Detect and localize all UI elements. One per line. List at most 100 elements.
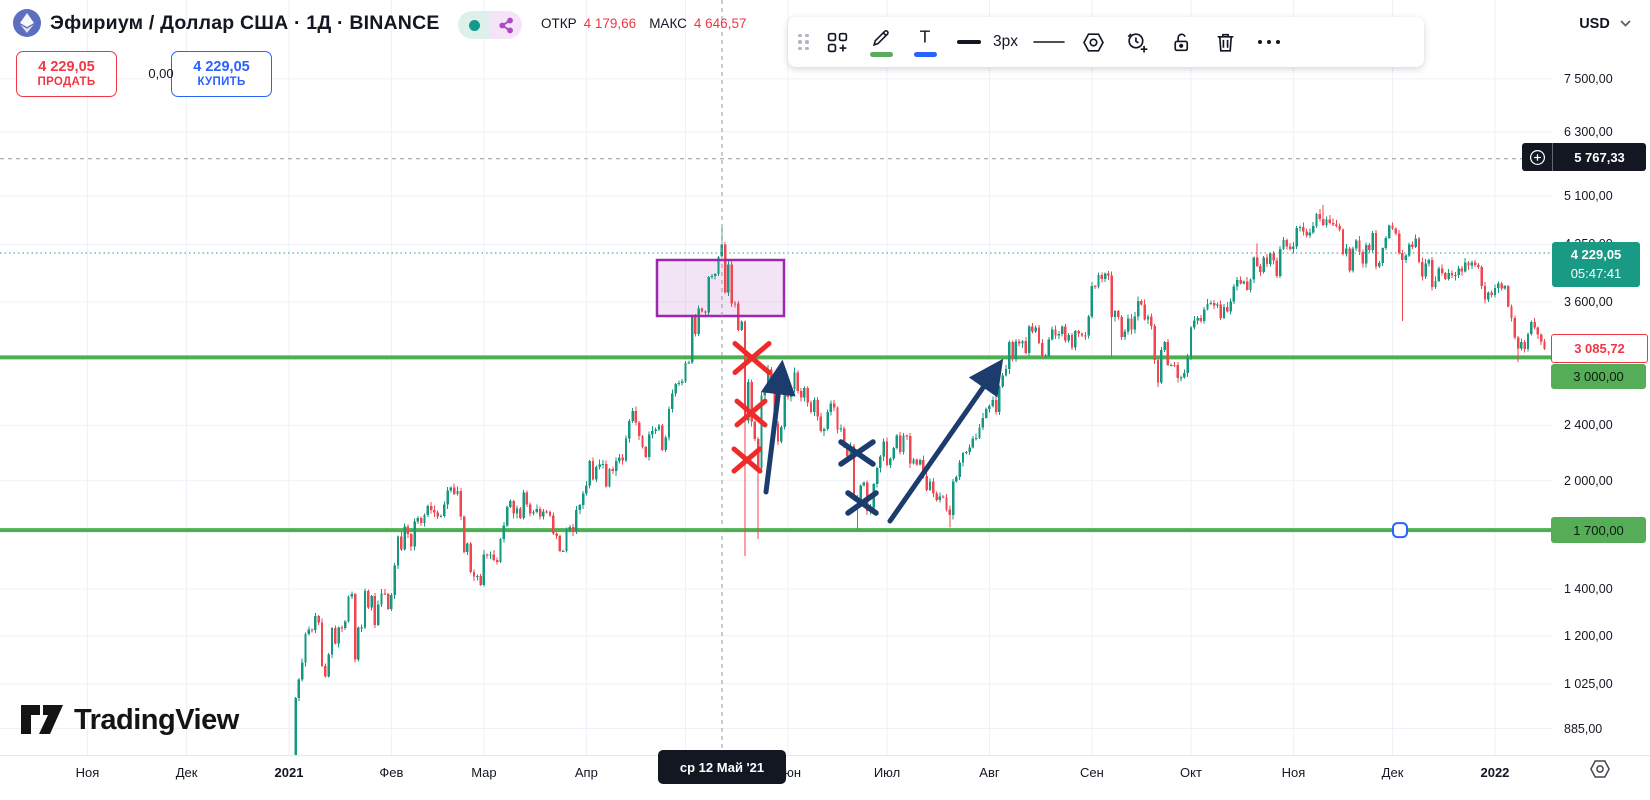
price-tick-2400: 2 400,00 [1564,418,1613,433]
time-tick-Ноя: Ноя [75,765,100,780]
axis-settings-button[interactable] [1588,757,1612,786]
high-value: 4 646,57 [693,16,747,31]
add-alert-plus-icon[interactable] [1522,143,1553,171]
text-icon: T [920,27,931,47]
time-tick-Фев: Фев [379,765,404,780]
buy-label: КУПИТЬ [197,75,246,88]
delete-button[interactable] [1208,23,1242,61]
line-width-button[interactable]: 3px [952,23,1022,61]
settings-button[interactable] [1076,23,1110,61]
gear-hexagon-icon [1082,32,1104,52]
drawing-toolbar: T 3px [788,17,1424,67]
crosshair [0,0,1522,755]
time-tick-Мар: Мар [471,765,497,780]
time-tick-Июл: Июл [873,765,901,780]
text-color-bar [913,52,937,57]
gridlines [0,0,1552,755]
price-tick-1025: 1 025,00 [1564,676,1613,691]
thick-line-icon [957,40,981,44]
drawing-templates-button[interactable] [820,23,854,61]
sell-label: ПРОДАТЬ [37,75,96,88]
line-style-button[interactable] [1032,23,1066,61]
trend-arrows[interactable] [760,358,1004,524]
highlight-rectangle-fill [657,260,784,316]
unlock-icon [1173,33,1188,51]
chart-plot-area [0,0,1552,755]
thin-line-icon [1033,41,1065,43]
buy-price: 4 229,05 [193,59,250,76]
bar-countdown: 05:47:41 [1570,265,1622,281]
time-tick-Сен: Сен [1079,765,1104,780]
time-tick-2022: 2022 [1480,765,1510,780]
text-color-button[interactable]: T [908,23,942,61]
status-share-pill [458,11,522,39]
time-axis[interactable]: НояДек2021ФевМарАпрМайИюнИюлАвгСенОктНоя… [0,755,1650,800]
share-idea-icon[interactable] [490,11,522,39]
ohlc-legend: ОТКР 4 179,66 МАКС 4 646,57 [541,16,752,31]
more-options-button[interactable] [1252,23,1286,61]
price-tick-5100: 5 100,00 [1564,189,1613,204]
spread-value: 0,00 [148,66,174,81]
market-status-icon[interactable] [458,11,490,39]
highlight-rectangle[interactable] [655,258,786,318]
gear-hexagon-icon [1590,760,1610,778]
last-price-value: 3 085,72 [1574,341,1625,356]
drag-handle-icon[interactable] [798,33,809,51]
high-label: МАКС [649,16,687,31]
time-tick-Дек: Дек [1381,765,1404,780]
current-price-label: 4 229,05 05:47:41 [1552,242,1640,287]
trade-widget: 4 229,05 ПРОДАТЬ 0,00 4 229,05 КУПИТЬ [16,51,272,97]
currency-selector[interactable]: USD [1562,5,1648,42]
line-handle[interactable] [1392,522,1408,539]
ethereum-icon [13,9,41,37]
currency-value: USD [1579,15,1610,32]
lock-button[interactable] [1164,23,1198,61]
crosshair-price-value: 5 767,33 [1574,149,1625,165]
current-price-value: 4 229,05 [1570,246,1622,262]
time-tick-Ноя: Ноя [1281,765,1306,780]
price-tick-3600: 3 600,00 [1564,295,1613,309]
tradingview-watermark: TradingView [20,701,239,739]
trash-icon [1217,33,1233,52]
sell-button[interactable]: 4 229,05 ПРОДАТЬ [16,51,117,97]
open-value: 4 179,66 [583,16,637,31]
open-label: ОТКР [541,16,577,31]
price-tick-885: 885,00 [1564,721,1603,736]
buy-button[interactable]: 4 229,05 КУПИТЬ [171,51,272,97]
horizontal-level-lines [0,355,1552,533]
line-width-value: 3px [993,33,1018,50]
level-3000-label: 3 000,00 [1551,364,1646,389]
time-tick-Дек: Дек [175,765,198,780]
symbol-title[interactable]: Эфириум / Доллар США · 1Д · BINANCE [50,11,440,34]
level-1700-value: 1 700,00 [1573,522,1624,538]
price-tick-2000: 2 000,00 [1564,473,1613,488]
crosshair-date-tooltip: ср 12 Май '21 [658,750,786,784]
tradingview-logo-icon [21,705,63,734]
time-tick-2021: 2021 [274,765,304,780]
time-tick-Апр: Апр [574,765,598,780]
time-tick-Окт: Окт [1180,765,1202,780]
pencil-color-button[interactable] [864,23,898,61]
watermark-text: TradingView [74,703,239,736]
last-price-label: 3 085,72 [1551,334,1648,363]
level-3000-value: 3 000,00 [1573,369,1624,384]
price-tick-6300: 6 300,00 [1564,124,1613,139]
price-tick-1400: 1 400,00 [1564,582,1613,597]
crosshair-price-label: 5 767,33 [1522,143,1646,171]
level-1700-label: 1 700,00 [1551,517,1646,543]
add-alert-button[interactable] [1120,23,1154,61]
svg-text:T: T [920,27,931,47]
pencil-color-bar [869,52,893,57]
time-tick-Авг: Авг [979,765,1000,780]
symbol-header: Эфириум / Доллар США · 1Д · BINANCE [13,9,440,37]
ellipsis-icon [1258,40,1280,44]
alert-clock-icon [1127,32,1147,52]
price-tick-1200: 1 200,00 [1564,628,1613,643]
templates-icon [827,32,847,52]
chevron-down-icon [1620,20,1631,27]
price-tick-7500: 7 500,00 [1564,71,1613,86]
candlestick-series [294,205,1546,755]
blue-x-marks[interactable] [838,439,879,516]
